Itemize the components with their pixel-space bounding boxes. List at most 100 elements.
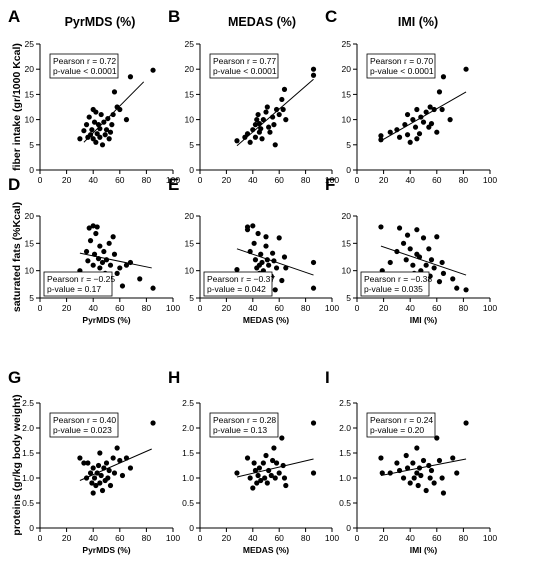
data-point bbox=[379, 470, 385, 476]
data-point bbox=[404, 232, 411, 238]
y-tick-label: 0 bbox=[189, 523, 194, 533]
data-point bbox=[251, 240, 257, 246]
data-point bbox=[463, 420, 469, 426]
y-tick-label: 0 bbox=[346, 523, 351, 533]
x-tick-label: 60 bbox=[432, 303, 442, 313]
column-title-3: IMI (%) bbox=[398, 15, 438, 29]
data-point bbox=[259, 136, 265, 142]
data-point bbox=[394, 460, 400, 466]
data-point bbox=[244, 455, 251, 461]
y-tick-label: 25 bbox=[185, 39, 195, 49]
x-tick-label: 40 bbox=[248, 533, 258, 543]
x-tick-label: 20 bbox=[62, 303, 72, 313]
data-point bbox=[423, 109, 429, 115]
stats-pvalue: p-value = 0.042 bbox=[207, 284, 266, 294]
data-point bbox=[272, 475, 278, 481]
data-point bbox=[256, 121, 262, 127]
data-point bbox=[127, 74, 134, 80]
data-point bbox=[119, 472, 126, 479]
data-point bbox=[90, 262, 96, 268]
stats-pearson: Pearson r = 0.77 bbox=[213, 56, 276, 66]
y-tick-label: 1.5 bbox=[22, 448, 34, 458]
data-point bbox=[266, 262, 272, 268]
regression-line bbox=[236, 78, 314, 147]
x-tick-label: 40 bbox=[405, 175, 415, 185]
stats-pvalue: p-value = 0.035 bbox=[364, 284, 423, 294]
y-tick-label: 20 bbox=[185, 211, 195, 221]
data-point bbox=[447, 117, 453, 123]
data-point bbox=[263, 234, 269, 240]
data-point bbox=[98, 111, 104, 118]
data-point bbox=[378, 224, 384, 230]
x-tick-label: 40 bbox=[405, 303, 415, 313]
x-tick-label: 40 bbox=[88, 175, 98, 185]
x-tick-label: 100 bbox=[483, 175, 497, 185]
data-point bbox=[283, 265, 289, 271]
data-point bbox=[254, 480, 260, 486]
stats-box bbox=[43, 271, 113, 297]
stats-pearson: Pearson r = 0.24 bbox=[370, 415, 433, 425]
panel-letter: F bbox=[325, 175, 335, 194]
data-point bbox=[426, 124, 432, 130]
x-tick-label: 20 bbox=[379, 303, 389, 313]
data-point bbox=[276, 470, 282, 476]
regression-line bbox=[236, 248, 314, 276]
data-point bbox=[276, 111, 282, 118]
data-point bbox=[427, 104, 433, 110]
row-label-3: proteins (gr/kg body weight) bbox=[11, 394, 23, 535]
y-tick-label: 15 bbox=[342, 89, 352, 99]
data-point bbox=[111, 251, 118, 257]
y-tick-label: 1.5 bbox=[339, 448, 351, 458]
x-tick-label: 60 bbox=[274, 303, 284, 313]
data-point bbox=[310, 420, 317, 426]
data-point bbox=[254, 117, 260, 123]
x-tick-label: 0 bbox=[198, 175, 203, 185]
panel-B: B 0 20 40 60 80 100 0 5 10 15 20 25 Pearson r = 0.77p… bbox=[168, 7, 339, 185]
data-point bbox=[436, 279, 443, 285]
stats-pvalue: p-value < 0.0001 bbox=[370, 66, 434, 76]
data-point bbox=[247, 139, 253, 145]
stats-pearson: Pearson r = −0.37 bbox=[207, 274, 275, 284]
stats-pvalue: p-value < 0.0001 bbox=[213, 66, 277, 76]
x-axis-label: IMI (%) bbox=[410, 545, 438, 555]
data-point bbox=[247, 475, 253, 481]
y-tick-label: 0 bbox=[189, 165, 194, 175]
data-point bbox=[87, 132, 94, 138]
data-point bbox=[107, 482, 114, 489]
data-point bbox=[91, 119, 98, 125]
data-point bbox=[407, 139, 413, 145]
stats-pearson: Pearson r = 0.72 bbox=[53, 56, 116, 66]
y-tick-label: 10 bbox=[185, 115, 195, 125]
data-point bbox=[260, 460, 266, 466]
panel-G: G 0 20 40 60 80 100 0 0.5 1.0 1.5 2.0 2.5 PyrMDS (%) P… bbox=[8, 368, 180, 555]
stats-pvalue: p-value = 0.20 bbox=[370, 425, 424, 435]
column-title-2: MEDAS (%) bbox=[228, 15, 296, 29]
data-point bbox=[114, 445, 120, 451]
x-tick-label: 80 bbox=[301, 533, 311, 543]
x-tick-label: 80 bbox=[142, 303, 152, 313]
data-point bbox=[85, 258, 91, 264]
y-tick-label: 15 bbox=[185, 89, 195, 99]
data-point bbox=[259, 259, 265, 266]
data-point bbox=[93, 139, 99, 145]
data-point bbox=[454, 470, 460, 476]
y-tick-label: 5 bbox=[346, 140, 351, 150]
stats-box bbox=[209, 412, 279, 438]
x-tick-label: 80 bbox=[301, 303, 311, 313]
data-point bbox=[273, 265, 280, 271]
data-point bbox=[427, 475, 433, 481]
regression-line bbox=[83, 81, 145, 143]
x-tick-label: 60 bbox=[115, 175, 125, 185]
data-point bbox=[117, 457, 123, 464]
panel-letter: H bbox=[168, 368, 180, 387]
x-tick-label: 0 bbox=[355, 533, 360, 543]
x-tick-label: 0 bbox=[38, 533, 43, 543]
y-tick-label: 0.5 bbox=[22, 498, 34, 508]
x-tick-label: 20 bbox=[222, 533, 232, 543]
data-point bbox=[400, 475, 407, 481]
y-tick-label: 0.5 bbox=[339, 498, 351, 508]
x-tick-label: 40 bbox=[405, 533, 415, 543]
x-tick-label: 60 bbox=[115, 533, 125, 543]
data-point bbox=[263, 452, 269, 459]
data-point bbox=[403, 257, 409, 263]
